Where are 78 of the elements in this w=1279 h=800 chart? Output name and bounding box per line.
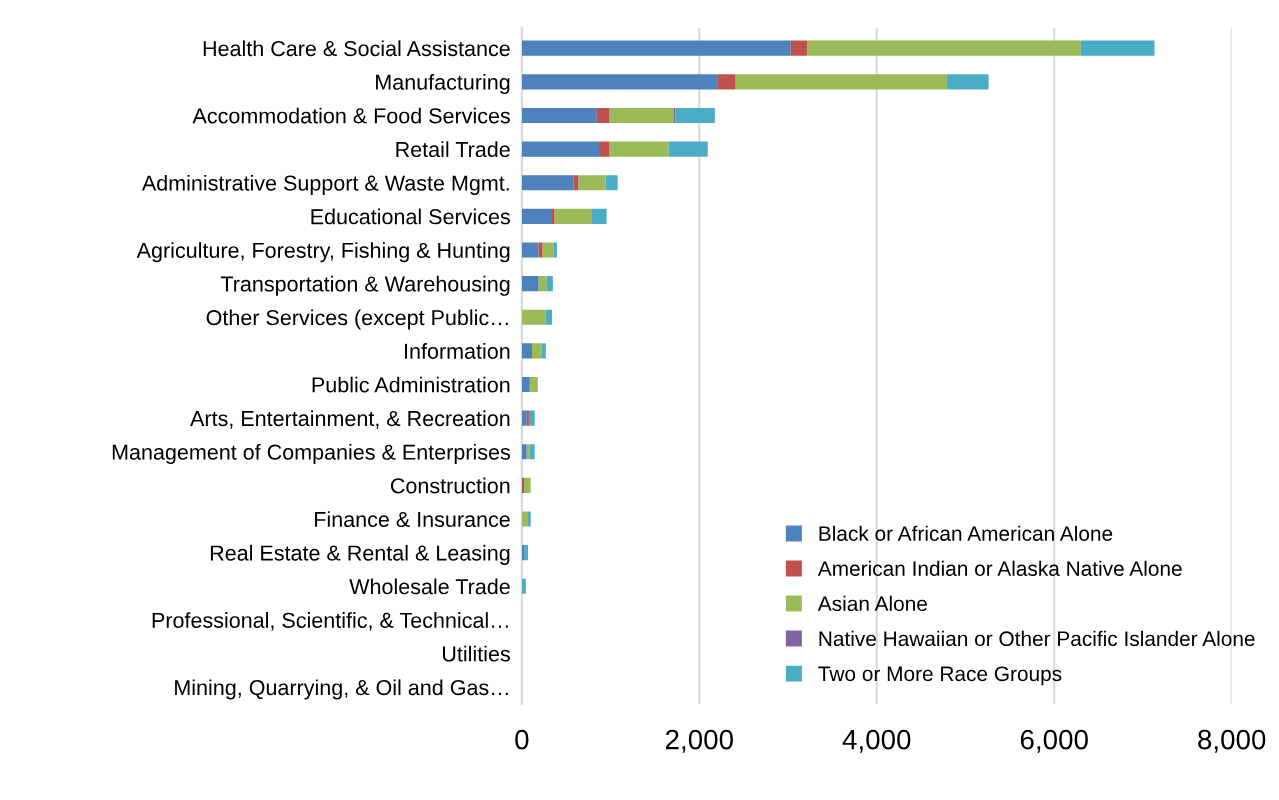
bar [573, 175, 579, 191]
y-tick-label: Management of Companies & Enterprises [112, 443, 510, 465]
bar [521, 343, 533, 359]
bar [521, 74, 718, 90]
y-tick-label: Wholesale Trade [349, 578, 510, 595]
bar [609, 107, 674, 124]
y-tick-label: Information [405, 343, 510, 359]
bar [521, 141, 600, 157]
bar [545, 309, 552, 325]
bar [521, 276, 539, 292]
bar [790, 40, 808, 56]
bar [528, 511, 531, 527]
y-tick-label: Administrative Support & Waste Mgmt. [141, 174, 509, 195]
bar [553, 242, 557, 258]
y-tick-label: Manufacturing [376, 74, 510, 95]
legend-label: Native Hawaiian or Other Pacific Islander Alone [819, 630, 1255, 647]
x-tick-label: 2,000 [665, 729, 733, 753]
y-tick-label: Educational Services [311, 208, 510, 225]
bar [538, 276, 547, 292]
bar [521, 107, 597, 124]
bar [524, 477, 531, 493]
y-tick-label: Arts, Entertainment, & Recreation [190, 410, 510, 429]
bar [578, 175, 606, 191]
bar [541, 343, 546, 359]
bar [546, 276, 553, 292]
bar [529, 376, 538, 393]
bar [538, 242, 543, 258]
bar [521, 40, 791, 56]
bar [521, 376, 530, 393]
bar [591, 208, 607, 224]
y-tick-label: Real Estate & Rental & Leasing [210, 544, 510, 565]
y-tick-label: Public Administration [312, 376, 510, 393]
y-tick-label: Transportation & Warehousing [220, 275, 510, 296]
legend-label: Two or More Race Groups [818, 666, 1062, 686]
bar [526, 444, 530, 460]
y-tick-label: Construction [390, 477, 510, 494]
bar [1080, 40, 1155, 56]
x-tick-label: 6,000 [1020, 729, 1088, 753]
bar [609, 141, 669, 157]
x-tick-label: 8,000 [1198, 729, 1266, 753]
bar [668, 141, 708, 157]
bar [542, 242, 554, 258]
y-tick-label: Mining, Quarrying, & Oil and Gas… [175, 679, 508, 700]
bar [807, 40, 1081, 56]
legend-label: Asian Alone [817, 595, 927, 612]
x-tick-label: 4,000 [842, 729, 911, 753]
y-tick-label: Agriculture, Forestry, Fishing & Hunting [136, 242, 510, 263]
bar [521, 309, 546, 325]
bar [675, 107, 715, 124]
y-tick-label: Health Care & Social Assistance [203, 40, 510, 57]
x-tick-label: 0 [515, 729, 529, 750]
bar [521, 444, 527, 460]
y-tick-label: Retail Trade [396, 141, 510, 158]
bar [521, 578, 526, 594]
bar [554, 208, 592, 224]
y-tick-label: Other Services (except Public… [206, 309, 508, 330]
bar [552, 208, 555, 224]
bar [735, 74, 947, 90]
bar [524, 545, 529, 561]
bar [532, 343, 542, 359]
bar [521, 242, 539, 258]
legend-label: Black or African American Alone [819, 525, 1113, 541]
bar [521, 208, 552, 224]
bar [521, 175, 574, 191]
legend-label: American Indian or Alaska Native Alone [817, 560, 1182, 576]
y-tick-label: Utilities [443, 645, 510, 662]
bar [528, 410, 535, 426]
bar [717, 74, 736, 90]
y-tick-label: Finance & Insurance [315, 511, 510, 528]
bar [521, 410, 527, 426]
bar [529, 444, 535, 460]
bar [521, 511, 529, 527]
bar [596, 107, 610, 124]
bar [946, 74, 989, 90]
y-tick-label: Accommodation & Food Services [192, 107, 510, 124]
bar [605, 175, 618, 191]
y-tick-label: Professional, Scientific, & Technical… [152, 612, 508, 631]
bar [599, 141, 610, 157]
